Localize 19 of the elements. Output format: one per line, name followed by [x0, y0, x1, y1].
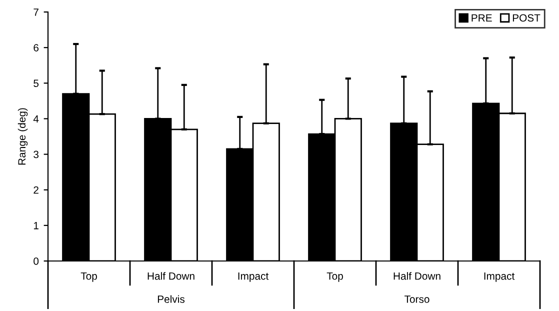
y-tick-label: 0 — [34, 258, 39, 265]
x-tick-label: Top — [326, 272, 343, 282]
x-tick-label: Half Down — [394, 272, 440, 280]
y-tick-label: 6 — [34, 44, 39, 52]
y-axis-title: Range (deg) — [18, 108, 28, 165]
y-tick-label: 4 — [33, 115, 39, 122]
text: Torso — [404, 296, 430, 303]
x-tick-label: Impact — [238, 272, 269, 282]
x-tick-label: Impact — [484, 272, 515, 282]
y-tick-label: 7 — [34, 8, 38, 16]
y-tick-label: 1 — [34, 222, 38, 230]
y-tick-label: 2 — [34, 186, 38, 194]
x-tick-label: Top — [80, 272, 97, 282]
legend-label: PRE — [472, 14, 492, 22]
text: Pelvis — [158, 295, 185, 303]
y-tick-label: 5 — [34, 80, 39, 88]
y-tick-label: 3 — [34, 150, 39, 158]
legend-label: POST — [512, 14, 540, 22]
x-tick-label: Half Down — [148, 272, 194, 280]
